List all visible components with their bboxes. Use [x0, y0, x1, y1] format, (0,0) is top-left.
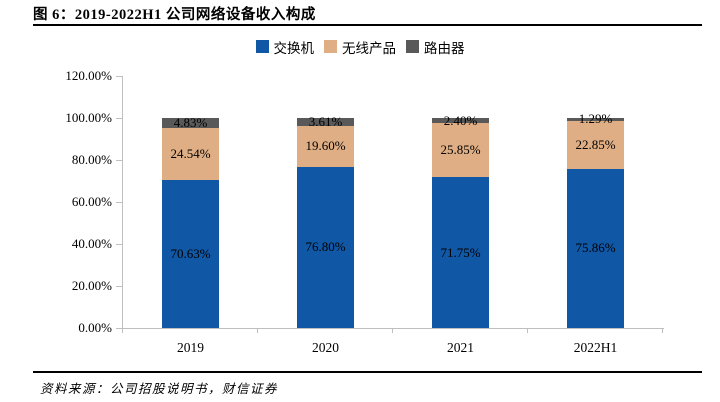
y-axis-tick-label: 100.00% [65, 110, 112, 125]
y-tick-mark [116, 328, 122, 329]
bar-value-label-switch: 76.80% [305, 239, 346, 255]
x-tick-mark [257, 328, 258, 333]
bar-value-label-router: 2.40% [443, 112, 478, 128]
x-axis-category-label: 2020 [312, 340, 339, 355]
y-tick-mark [116, 286, 122, 287]
bar-value-label-router: 1.29% [578, 111, 613, 127]
bar-value-label-router: 4.83% [173, 115, 208, 131]
title-divider [33, 24, 702, 26]
legend-item-router: 路由器 [406, 37, 465, 57]
bar-value-label-switch: 75.86% [575, 240, 616, 256]
x-tick-mark [662, 328, 663, 333]
x-tick-mark [122, 328, 123, 333]
bar-value-label-wireless-products: 25.85% [440, 142, 481, 158]
bar-segment-wireless-products [432, 123, 489, 178]
legend-item-switch: 交换机 [255, 37, 315, 57]
bar-segment-router [162, 118, 219, 129]
x-tick-mark [392, 328, 393, 333]
y-axis-tick-label: 80.00% [71, 152, 112, 167]
chart-legend: 交换机 无线产品 路由器 [0, 37, 720, 57]
bar-segment-wireless-products [162, 128, 219, 180]
bar-segment-router [567, 118, 624, 121]
bar-segment-switch [567, 168, 624, 328]
y-axis-line [122, 76, 123, 329]
x-axis-category-label: 2022H1 [573, 340, 618, 355]
legend-swatch-wireless-products [324, 40, 337, 53]
x-axis-category-label: 2021 [447, 340, 474, 355]
legend-item-wireless-products: 无线产品 [324, 37, 396, 57]
source-note: 资料来源：公司招股说明书，财信证券 [40, 382, 279, 396]
legend-label-wireless-products: 无线产品 [342, 40, 396, 56]
y-axis-tick-label: 60.00% [71, 194, 112, 209]
legend-label-router: 路由器 [424, 40, 465, 56]
x-tick-mark [527, 328, 528, 333]
y-axis-tick-label: 40.00% [71, 236, 112, 251]
footer-divider [33, 371, 702, 373]
y-tick-mark [116, 76, 122, 77]
bar-value-label-router: 3.61% [308, 113, 343, 129]
bar-value-label-wireless-products: 24.54% [170, 145, 211, 161]
y-tick-mark [116, 202, 122, 203]
y-axis-tick-label: 20.00% [71, 278, 112, 293]
bar-segment-switch [432, 177, 489, 328]
bar-segment-router [432, 118, 489, 124]
x-axis-category-label: 2019 [177, 340, 204, 355]
y-axis-tick-label: 0.00% [78, 320, 112, 335]
bar-segment-wireless-products [567, 120, 624, 169]
bar-value-label-wireless-products: 19.60% [305, 138, 346, 154]
legend-swatch-switch [255, 40, 269, 53]
bar-segment-router [297, 117, 354, 126]
x-axis-line [122, 328, 664, 329]
y-tick-mark [116, 118, 122, 119]
bar-segment-wireless-products [297, 125, 354, 167]
bar-value-label-switch: 70.63% [170, 245, 211, 261]
bar-segment-switch [162, 179, 219, 328]
figure-title: 图 6：2019-2022H1 公司网络设备收入构成 [33, 7, 316, 23]
bar-segment-switch [297, 166, 354, 328]
bar-value-label-wireless-products: 22.85% [575, 136, 616, 152]
y-tick-mark [116, 244, 122, 245]
bar-value-label-switch: 71.75% [440, 244, 481, 260]
legend-swatch-router [406, 40, 419, 53]
legend-label-switch: 交换机 [273, 40, 315, 56]
y-tick-mark [116, 160, 122, 161]
y-axis-tick-label: 120.00% [65, 68, 112, 83]
